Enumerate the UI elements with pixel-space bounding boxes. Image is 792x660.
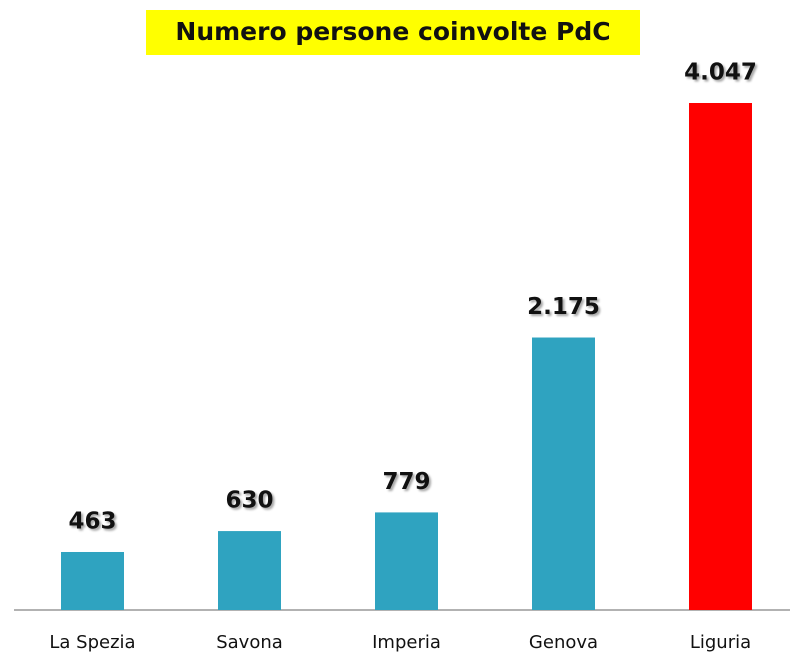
x-tick-label: Savona: [216, 632, 283, 653]
x-tick-label: Imperia: [372, 632, 441, 653]
bar: [61, 551, 124, 610]
title-background: [146, 10, 640, 55]
value-label: 630: [225, 488, 273, 514]
chart-title: Numero persone coinvolte PdC: [175, 17, 610, 46]
value-label: 779: [382, 469, 430, 495]
value-label: 2.175: [527, 294, 600, 320]
bar: [218, 531, 281, 610]
x-tick-label: Liguria: [690, 632, 751, 653]
x-tick-label: La Spezia: [49, 632, 135, 653]
value-label: 463: [68, 508, 116, 534]
bar: [532, 337, 595, 610]
bar: [689, 103, 752, 610]
value-label: 4.047: [684, 60, 757, 86]
x-tick-label: Genova: [529, 632, 598, 653]
bar: [375, 512, 438, 610]
